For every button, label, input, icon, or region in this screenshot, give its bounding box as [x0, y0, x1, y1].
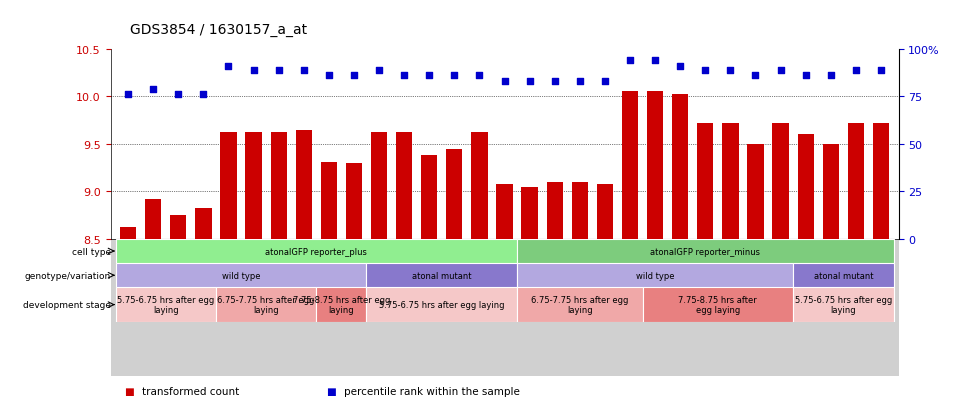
- Text: ■: ■: [327, 387, 340, 396]
- Point: [874, 67, 889, 74]
- Point: [196, 92, 211, 98]
- Point: [698, 67, 713, 74]
- Text: atonal mutant: atonal mutant: [814, 271, 874, 280]
- Bar: [647, 92, 663, 239]
- Point: [497, 78, 512, 85]
- Point: [849, 67, 864, 74]
- Bar: [723, 123, 739, 239]
- Bar: [471, 133, 487, 239]
- Point: [623, 58, 638, 64]
- Bar: [371, 133, 387, 239]
- Text: development stage: development stage: [23, 300, 111, 309]
- Bar: [622, 92, 638, 239]
- Point: [773, 67, 788, 74]
- Text: 7.75-8.75 hrs after egg
laying: 7.75-8.75 hrs after egg laying: [293, 295, 390, 315]
- Point: [422, 73, 437, 79]
- Point: [748, 73, 763, 79]
- Bar: [522, 187, 538, 239]
- Bar: [115, 287, 216, 322]
- Point: [397, 73, 412, 79]
- Text: 6.75-7.75 hrs after egg
laying: 6.75-7.75 hrs after egg laying: [531, 295, 628, 315]
- Bar: [421, 156, 437, 239]
- Point: [798, 73, 813, 79]
- Point: [296, 67, 311, 74]
- Bar: [773, 123, 789, 239]
- Bar: [270, 133, 286, 239]
- Text: transformed count: transformed count: [142, 387, 239, 396]
- Point: [823, 73, 838, 79]
- Bar: [446, 149, 462, 239]
- Point: [120, 92, 136, 98]
- Text: percentile rank within the sample: percentile rank within the sample: [344, 387, 520, 396]
- Text: 5.75-6.75 hrs after egg laying: 5.75-6.75 hrs after egg laying: [379, 300, 505, 309]
- Point: [447, 73, 462, 79]
- Point: [673, 63, 688, 70]
- Text: atonalGFP reporter_minus: atonalGFP reporter_minus: [651, 247, 760, 256]
- Bar: [517, 287, 643, 322]
- Bar: [120, 228, 136, 239]
- Bar: [296, 130, 312, 239]
- Text: genotype/variation: genotype/variation: [25, 271, 111, 280]
- Point: [321, 73, 336, 79]
- Bar: [321, 162, 337, 239]
- Text: atonal mutant: atonal mutant: [412, 271, 472, 280]
- Point: [346, 73, 361, 79]
- Bar: [216, 287, 316, 322]
- Text: 7.75-8.75 hrs after
egg laying: 7.75-8.75 hrs after egg laying: [678, 295, 757, 315]
- Bar: [115, 239, 517, 263]
- Bar: [115, 263, 366, 287]
- Bar: [245, 133, 261, 239]
- Bar: [517, 263, 793, 287]
- Point: [371, 67, 386, 74]
- Bar: [316, 287, 366, 322]
- Bar: [597, 184, 613, 239]
- Text: 6.75-7.75 hrs after egg
laying: 6.75-7.75 hrs after egg laying: [217, 295, 315, 315]
- Bar: [366, 287, 517, 322]
- Bar: [748, 145, 764, 239]
- Bar: [793, 263, 894, 287]
- Point: [271, 67, 286, 74]
- Bar: [396, 133, 412, 239]
- Bar: [873, 123, 889, 239]
- Point: [723, 67, 738, 74]
- Bar: [798, 135, 814, 239]
- Point: [221, 63, 236, 70]
- Text: wild type: wild type: [636, 271, 675, 280]
- Point: [246, 67, 261, 74]
- Point: [145, 86, 160, 93]
- Bar: [547, 183, 563, 239]
- Bar: [793, 287, 894, 322]
- Point: [472, 73, 487, 79]
- Bar: [643, 287, 793, 322]
- Bar: [366, 263, 517, 287]
- Text: ■: ■: [125, 387, 138, 396]
- Bar: [848, 123, 864, 239]
- Text: 5.75-6.75 hrs after egg
laying: 5.75-6.75 hrs after egg laying: [117, 295, 214, 315]
- Point: [648, 58, 663, 64]
- Text: cell type: cell type: [72, 247, 111, 256]
- Bar: [497, 184, 512, 239]
- Point: [522, 78, 537, 85]
- Point: [547, 78, 562, 85]
- Text: 5.75-6.75 hrs after egg
laying: 5.75-6.75 hrs after egg laying: [795, 295, 892, 315]
- Point: [572, 78, 587, 85]
- Bar: [170, 216, 186, 239]
- Bar: [145, 199, 161, 239]
- Point: [597, 78, 612, 85]
- Bar: [572, 183, 588, 239]
- Bar: [517, 239, 894, 263]
- Bar: [672, 95, 688, 239]
- Text: GDS3854 / 1630157_a_at: GDS3854 / 1630157_a_at: [130, 23, 307, 37]
- Bar: [697, 123, 713, 239]
- Bar: [111, 239, 899, 376]
- Point: [171, 92, 186, 98]
- Bar: [220, 133, 236, 239]
- Text: wild type: wild type: [222, 271, 260, 280]
- Bar: [195, 208, 211, 239]
- Bar: [823, 145, 839, 239]
- Bar: [346, 164, 362, 239]
- Text: atonalGFP reporter_plus: atonalGFP reporter_plus: [265, 247, 367, 256]
